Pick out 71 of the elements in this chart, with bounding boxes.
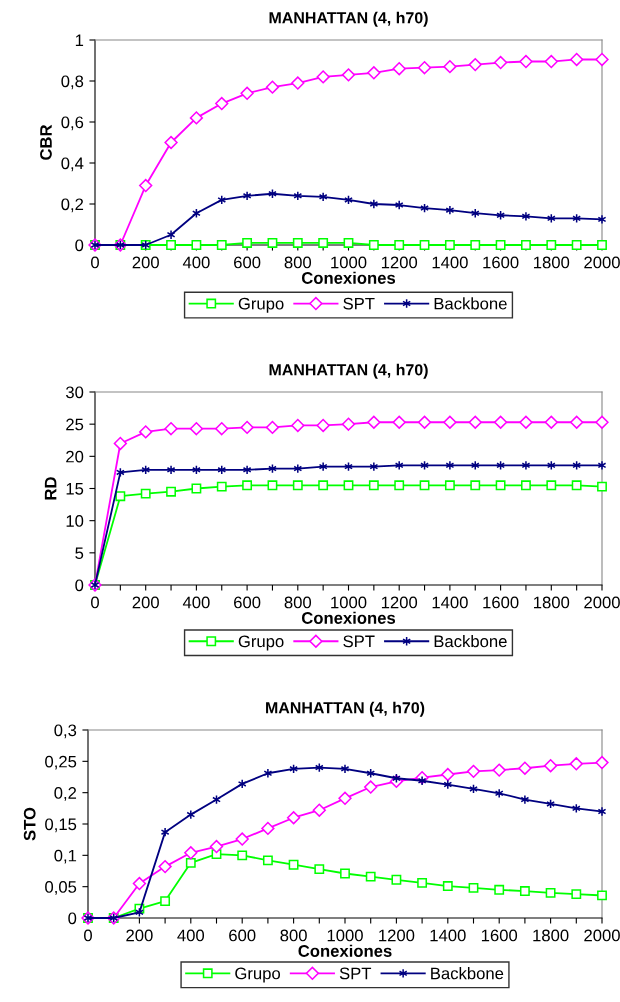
x-tick-label: 1400 <box>432 256 468 269</box>
x-axis-title: Conexiones <box>301 611 396 624</box>
y-tick-label: 15 <box>66 483 84 495</box>
x-tick-label: 400 <box>177 929 205 942</box>
x-tick-label: 1600 <box>483 596 519 609</box>
x-tick-label: 1800 <box>534 596 570 609</box>
legend-label: Grupo <box>238 635 284 651</box>
chart-title: MANHATTAN (4, h70) <box>269 11 428 27</box>
x-tick-label: 0 <box>91 596 99 609</box>
y-tick-label: 0,05 <box>45 881 77 895</box>
x-tick-label: 800 <box>284 256 312 269</box>
y-tick-label: 0,2 <box>54 787 77 801</box>
x-tick-label: 1400 <box>432 596 468 609</box>
legend-label: Backbone <box>434 635 507 648</box>
x-tick-label: 1800 <box>533 929 569 942</box>
x-tick-label: 1600 <box>481 929 518 942</box>
x-tick-label: 400 <box>182 256 210 269</box>
x-tick-label: 600 <box>229 929 256 942</box>
y-axis-title: CBR <box>40 124 52 160</box>
x-tick-label: 600 <box>234 256 261 269</box>
chart-title: MANHATTAN (4, h70) <box>269 363 428 379</box>
x-tick-label: 200 <box>126 929 153 942</box>
y-tick-label: 10 <box>66 515 84 527</box>
y-tick-label: 0,15 <box>45 818 77 833</box>
x-tick-label: 2000 <box>584 929 620 942</box>
x-tick-label: 800 <box>284 596 312 609</box>
y-tick-label: 0 <box>68 912 77 925</box>
x-tick-label: 800 <box>280 929 307 942</box>
y-tick-label: 0,3 <box>54 724 77 739</box>
y-tick-label: 0,6 <box>61 116 84 131</box>
x-tick-label: 1000 <box>327 929 363 942</box>
y-tick-label: 0,8 <box>61 75 84 90</box>
y-tick-label: 5 <box>75 547 84 560</box>
x-tick-label: 1000 <box>331 596 367 609</box>
x-tick-label: 200 <box>132 256 159 269</box>
legend-label: Grupo <box>235 967 281 983</box>
x-tick-label: 1200 <box>381 596 418 609</box>
x-tick-label: 1600 <box>483 256 519 269</box>
x-tick-label: 400 <box>182 596 210 609</box>
legend-label: Backbone <box>431 967 504 980</box>
y-tick-label: 20 <box>66 450 84 463</box>
y-tick-label: 0,1 <box>54 849 77 864</box>
x-tick-label: 0 <box>91 256 99 269</box>
x-tick-label: 2000 <box>584 256 620 269</box>
y-tick-label: 0 <box>75 239 84 252</box>
y-tick-label: 1 <box>75 34 84 47</box>
x-tick-label: 1000 <box>331 256 367 269</box>
y-tick-label: 0,4 <box>61 157 84 172</box>
y-tick-label: 0,2 <box>61 198 84 213</box>
legend-label: SPT <box>343 635 375 648</box>
x-tick-label: 1800 <box>534 256 570 269</box>
x-tick-label: 1200 <box>381 256 418 269</box>
legend-label: SPT <box>339 967 372 980</box>
x-axis-title: Conexiones <box>301 271 396 284</box>
x-tick-label: 1400 <box>430 929 466 942</box>
x-axis-title: Conexiones <box>298 944 392 957</box>
x-tick-label: 1200 <box>379 929 415 942</box>
legend-label: SPT <box>343 297 375 310</box>
legend-label: Backbone <box>434 297 507 310</box>
x-tick-label: 600 <box>234 596 261 609</box>
x-tick-label: 200 <box>132 596 159 609</box>
x-tick-label: 0 <box>84 929 92 942</box>
y-axis-title: RD <box>44 477 57 500</box>
y-tick-label: 25 <box>66 418 84 431</box>
y-axis-title: STO <box>23 807 36 841</box>
y-tick-label: 0 <box>75 579 84 592</box>
chart-title: MANHATTAN (4, h70) <box>266 701 425 717</box>
y-tick-label: 30 <box>65 386 84 399</box>
legend-label: Grupo <box>238 297 284 313</box>
y-tick-label: 0,25 <box>45 755 77 770</box>
x-tick-label: 2000 <box>584 596 620 609</box>
